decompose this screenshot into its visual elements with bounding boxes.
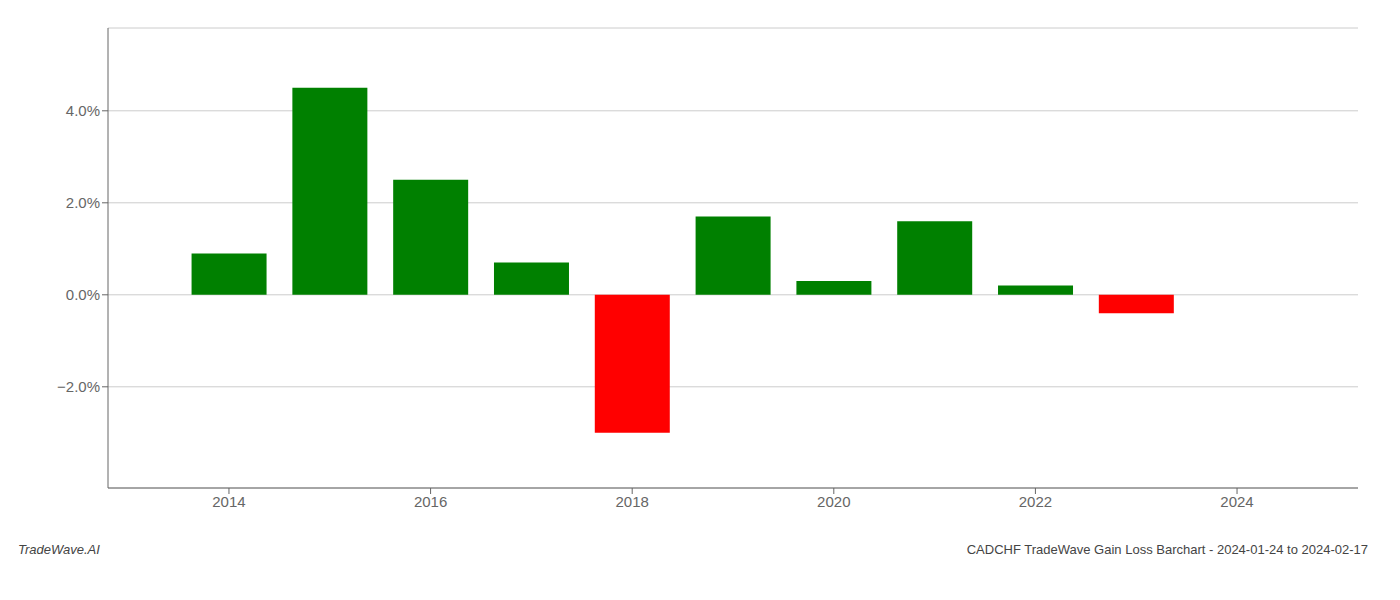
svg-text:2020: 2020 <box>817 493 850 510</box>
svg-text:−2.0%: −2.0% <box>57 378 100 395</box>
svg-text:2.0%: 2.0% <box>66 194 100 211</box>
svg-text:2014: 2014 <box>212 493 245 510</box>
svg-text:4.0%: 4.0% <box>66 102 100 119</box>
svg-text:2024: 2024 <box>1220 493 1253 510</box>
svg-text:2022: 2022 <box>1019 493 1052 510</box>
svg-text:2016: 2016 <box>414 493 447 510</box>
html-text:TradeWave.AI: TradeWave.AI <box>18 542 100 557</box>
svg-text:0.0%: 0.0% <box>66 286 100 303</box>
html-text:CADCHF TradeWave Gain Loss Bar: CADCHF TradeWave Gain Loss Barchart - 20… <box>966 542 1368 557</box>
svg-text:2018: 2018 <box>616 493 649 510</box>
